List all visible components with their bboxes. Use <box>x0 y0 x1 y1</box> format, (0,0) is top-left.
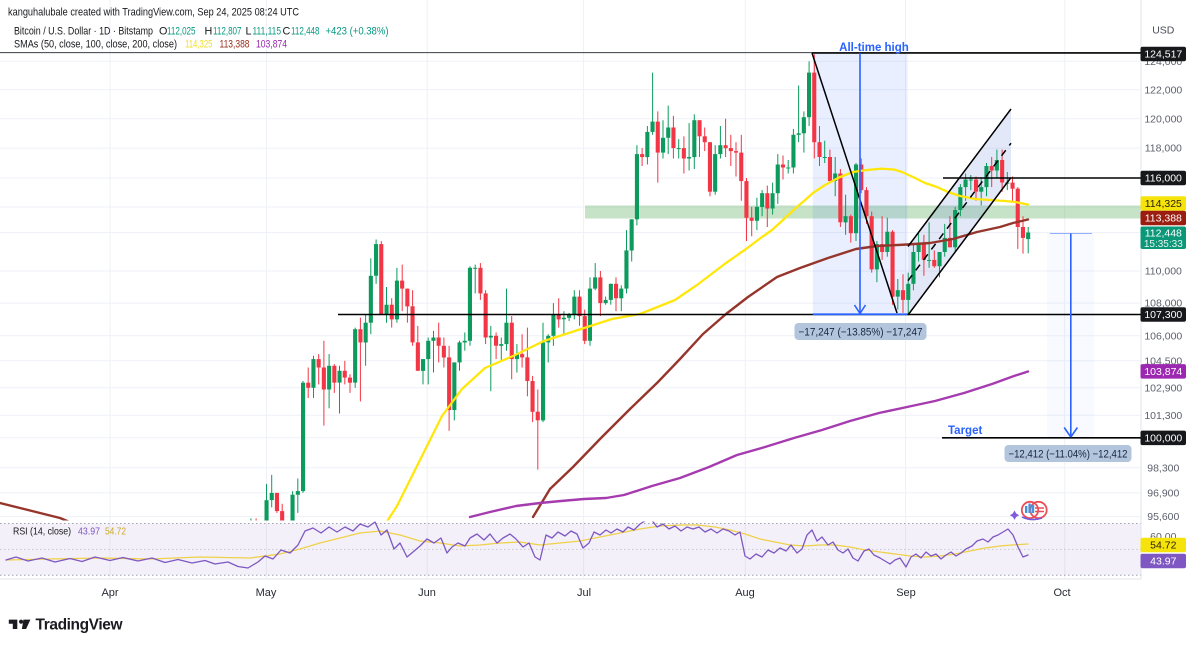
svg-text:Apr: Apr <box>101 587 118 599</box>
svg-text:Jul: Jul <box>577 587 591 599</box>
svg-text:+423 (+0.38%): +423 (+0.38%) <box>326 26 389 38</box>
svg-text:Bitcoin / U.S. Dollar · 1D · B: Bitcoin / U.S. Dollar · 1D · Bitstamp <box>14 26 153 38</box>
svg-text:SMAs (50, close, 100, close, 2: SMAs (50, close, 100, close, 200, close) <box>14 39 177 51</box>
svg-text:110,000: 110,000 <box>1145 266 1182 278</box>
svg-text:114,325: 114,325 <box>1145 198 1182 210</box>
svg-text:124,517: 124,517 <box>1144 49 1182 61</box>
svg-text:112,448: 112,448 <box>291 26 320 38</box>
svg-text:112,807: 112,807 <box>213 26 242 38</box>
svg-text:114,325: 114,325 <box>185 39 213 51</box>
svg-text:O: O <box>159 26 167 38</box>
svg-text:122,000: 122,000 <box>1144 84 1182 96</box>
svg-text:96,900: 96,900 <box>1147 488 1179 500</box>
svg-text:54.72: 54.72 <box>105 527 126 538</box>
svg-text:May: May <box>256 587 277 599</box>
svg-text:C: C <box>283 26 291 38</box>
svg-text:100,000: 100,000 <box>1144 432 1182 444</box>
svg-text:RSI (14, close): RSI (14, close) <box>13 527 71 538</box>
svg-text:kanguhalubale created with Tra: kanguhalubale created with TradingView.c… <box>8 7 299 19</box>
svg-text:−12,412 (−11.04%) −12,412: −12,412 (−11.04%) −12,412 <box>1009 448 1128 460</box>
svg-text:106,000: 106,000 <box>1144 330 1182 342</box>
svg-text:Target: Target <box>948 425 982 437</box>
svg-text:103,874: 103,874 <box>256 39 287 51</box>
svg-text:H: H <box>205 26 213 38</box>
svg-text:TradingView: TradingView <box>36 617 124 634</box>
svg-text:116,000: 116,000 <box>1145 173 1182 185</box>
svg-text:Aug: Aug <box>735 587 755 599</box>
svg-text:112,025: 112,025 <box>167 26 196 38</box>
svg-text:103,874: 103,874 <box>1144 366 1182 378</box>
svg-text:98,300: 98,300 <box>1147 462 1179 474</box>
svg-text:120,000: 120,000 <box>1144 113 1182 125</box>
svg-text:Jun: Jun <box>418 587 436 599</box>
svg-text:118,000: 118,000 <box>1145 143 1182 155</box>
svg-text:113,388: 113,388 <box>220 39 250 51</box>
svg-text:54.72: 54.72 <box>1150 540 1176 552</box>
svg-text:95,600: 95,600 <box>1147 511 1179 523</box>
svg-text:15:35:33: 15:35:33 <box>1144 239 1183 250</box>
svg-text:101,300: 101,300 <box>1144 410 1182 422</box>
svg-text:112,448: 112,448 <box>1145 228 1182 240</box>
svg-text:Oct: Oct <box>1053 587 1070 599</box>
svg-text:111,115: 111,115 <box>253 26 282 38</box>
svg-text:L: L <box>246 26 252 38</box>
svg-text:108,000: 108,000 <box>1144 298 1182 310</box>
svg-text:Sep: Sep <box>896 587 916 599</box>
svg-text:All-time high: All-time high <box>839 42 909 54</box>
svg-text:−17,247 (−13.85%) −17,247: −17,247 (−13.85%) −17,247 <box>799 326 923 338</box>
svg-text:102,900: 102,900 <box>1144 382 1182 394</box>
svg-text:107,300: 107,300 <box>1144 309 1182 321</box>
svg-text:USD: USD <box>1152 25 1175 37</box>
svg-text:43.97: 43.97 <box>78 527 100 538</box>
svg-text:113,388: 113,388 <box>1145 213 1182 225</box>
svg-text:43.97: 43.97 <box>1150 556 1176 568</box>
